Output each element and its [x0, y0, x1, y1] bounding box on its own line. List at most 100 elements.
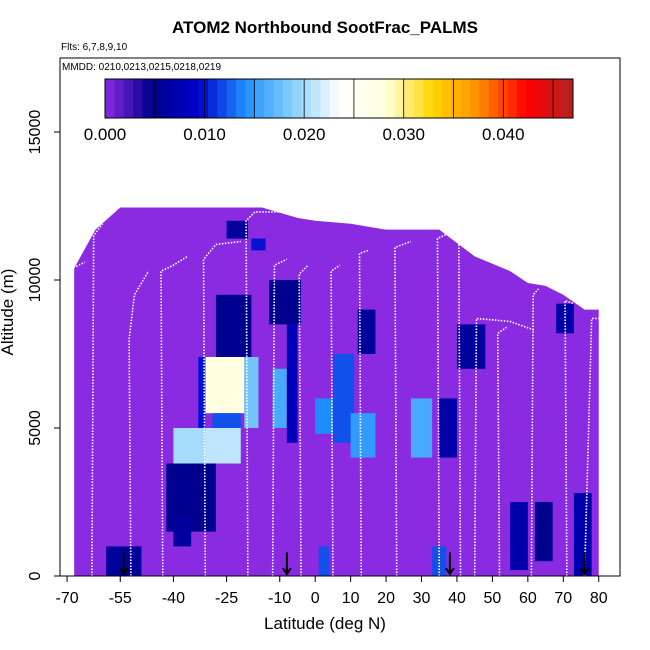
flight-track: [473, 317, 536, 577]
heatmap-cell: [350, 413, 376, 458]
heatmap-cell: [573, 493, 592, 576]
x-tick-label: 80: [590, 590, 608, 607]
colorbar-segment: [554, 79, 565, 118]
flight-track: [496, 326, 508, 577]
heatmap-cell: [510, 502, 528, 571]
heatmap-cell: [315, 398, 333, 434]
heatmap-cell: [357, 309, 376, 354]
heatmap-cell: [226, 220, 248, 239]
colorbar-segment: [385, 79, 396, 118]
colorbar-segment: [395, 79, 406, 118]
heatmap-cell: [456, 324, 486, 369]
colorbar-segment: [563, 79, 574, 118]
colorbar-segment: [507, 79, 518, 118]
arrow-head: [282, 567, 292, 576]
colorbar-segment: [516, 79, 527, 118]
flights-label: Flts: 6,7,8,9,10: [61, 42, 128, 53]
colorbar-tick-label: 0.030: [382, 125, 425, 144]
heatmap-cell: [318, 546, 330, 576]
heatmap-cell: [439, 398, 457, 458]
colorbar-frame: [104, 78, 574, 119]
x-tick-label: -10: [268, 590, 291, 607]
colorbar-segment: [367, 79, 377, 118]
colorbar-segment: [526, 79, 537, 118]
y-tick-label: 15000: [27, 110, 44, 155]
colorbar-segment: [179, 79, 190, 118]
flight-track: [91, 223, 104, 577]
heatmap-cells: [106, 220, 592, 576]
flight-track: [457, 220, 468, 577]
colorbar-segment: [329, 79, 340, 118]
colorbar-segment: [226, 79, 237, 118]
heatmap-cell: [410, 398, 433, 458]
colorbar-segment: [207, 79, 218, 118]
heatmap-cell: [272, 368, 287, 428]
colorbar-segment: [320, 79, 331, 118]
flight-track: [583, 317, 599, 577]
mmdd-label: MMDD: 0210,0213,0215,0218,0219: [62, 62, 222, 73]
colorbar-segment: [151, 79, 162, 118]
colorbar-segment: [441, 79, 452, 118]
flight-track: [436, 231, 451, 577]
colorbar-segment: [245, 79, 256, 118]
heatmap-cell: [286, 324, 298, 443]
colorbar-segment: [301, 79, 312, 118]
plot-frame: [59, 57, 621, 577]
colorbar-segment: [488, 79, 499, 118]
y-tick-label: 10000: [27, 258, 44, 303]
colorbar-segment: [198, 79, 209, 118]
colorbar-segment: [376, 79, 387, 118]
y-tick-label: 0: [27, 571, 44, 580]
colorbar-segment: [339, 79, 349, 118]
arrow-head: [579, 567, 590, 576]
y-axis: 0 5000 10000 15000: [27, 110, 60, 580]
heatmap-cell: [205, 428, 241, 464]
colorbar-segment: [404, 79, 415, 118]
surface-arrows: [118, 552, 590, 576]
heatmap-cell: [332, 354, 355, 443]
colorbar-segment: [310, 79, 321, 118]
colorbar-segment: [105, 79, 115, 118]
x-tick-label: -55: [109, 590, 132, 607]
flight-track: [394, 240, 412, 577]
heatmap-cell: [432, 546, 447, 576]
flight-track: [245, 211, 284, 577]
heatmap-cell: [556, 303, 574, 334]
colorbar-segment: [123, 79, 134, 118]
heatmap-cell: [173, 428, 206, 464]
x-tick-label: 10: [342, 590, 360, 607]
colorbar-segment: [142, 79, 153, 118]
x-tick-label: 0: [311, 590, 320, 607]
heatmap-cell: [534, 502, 553, 562]
heatmap-cell: [198, 356, 206, 428]
colorbar-segment: [479, 79, 490, 118]
colorbar-tick-label: 0.040: [482, 125, 525, 144]
colorbar-segment: [170, 79, 181, 118]
colorbar-tick-label: 0.010: [183, 125, 226, 144]
x-tick-label: 40: [448, 590, 466, 607]
flight-track: [298, 264, 309, 577]
x-tick-label: -70: [56, 590, 79, 607]
x-tick-label: 20: [377, 590, 395, 607]
colorbar-segment: [189, 79, 200, 118]
colorbar-tick-label: 0.020: [283, 125, 326, 144]
heatmap-cell: [251, 238, 266, 251]
flight-track: [530, 288, 540, 577]
heatmap-cell: [244, 356, 259, 428]
flight-track: [128, 270, 150, 577]
heatmap-cell: [215, 294, 252, 357]
flight-track: [202, 240, 241, 577]
colorbar-segment: [114, 79, 125, 118]
x-tick-label: 70: [554, 590, 572, 607]
flight-track: [69, 261, 86, 577]
colorbar-segment: [460, 79, 471, 118]
heatmap-cell: [173, 516, 192, 547]
chart-title: ATOM2 Northbound SootFrac_PALMS: [172, 18, 478, 37]
colorbar-segment: [264, 79, 274, 118]
flight-tracks: [69, 211, 599, 577]
x-axis-label: Latitude (deg N): [264, 614, 386, 633]
colorbar-segment: [535, 79, 546, 118]
colorbar-tick-label: 0.000: [84, 125, 127, 144]
colorbar-segment: [348, 79, 359, 118]
x-tick-label: -40: [162, 590, 185, 607]
